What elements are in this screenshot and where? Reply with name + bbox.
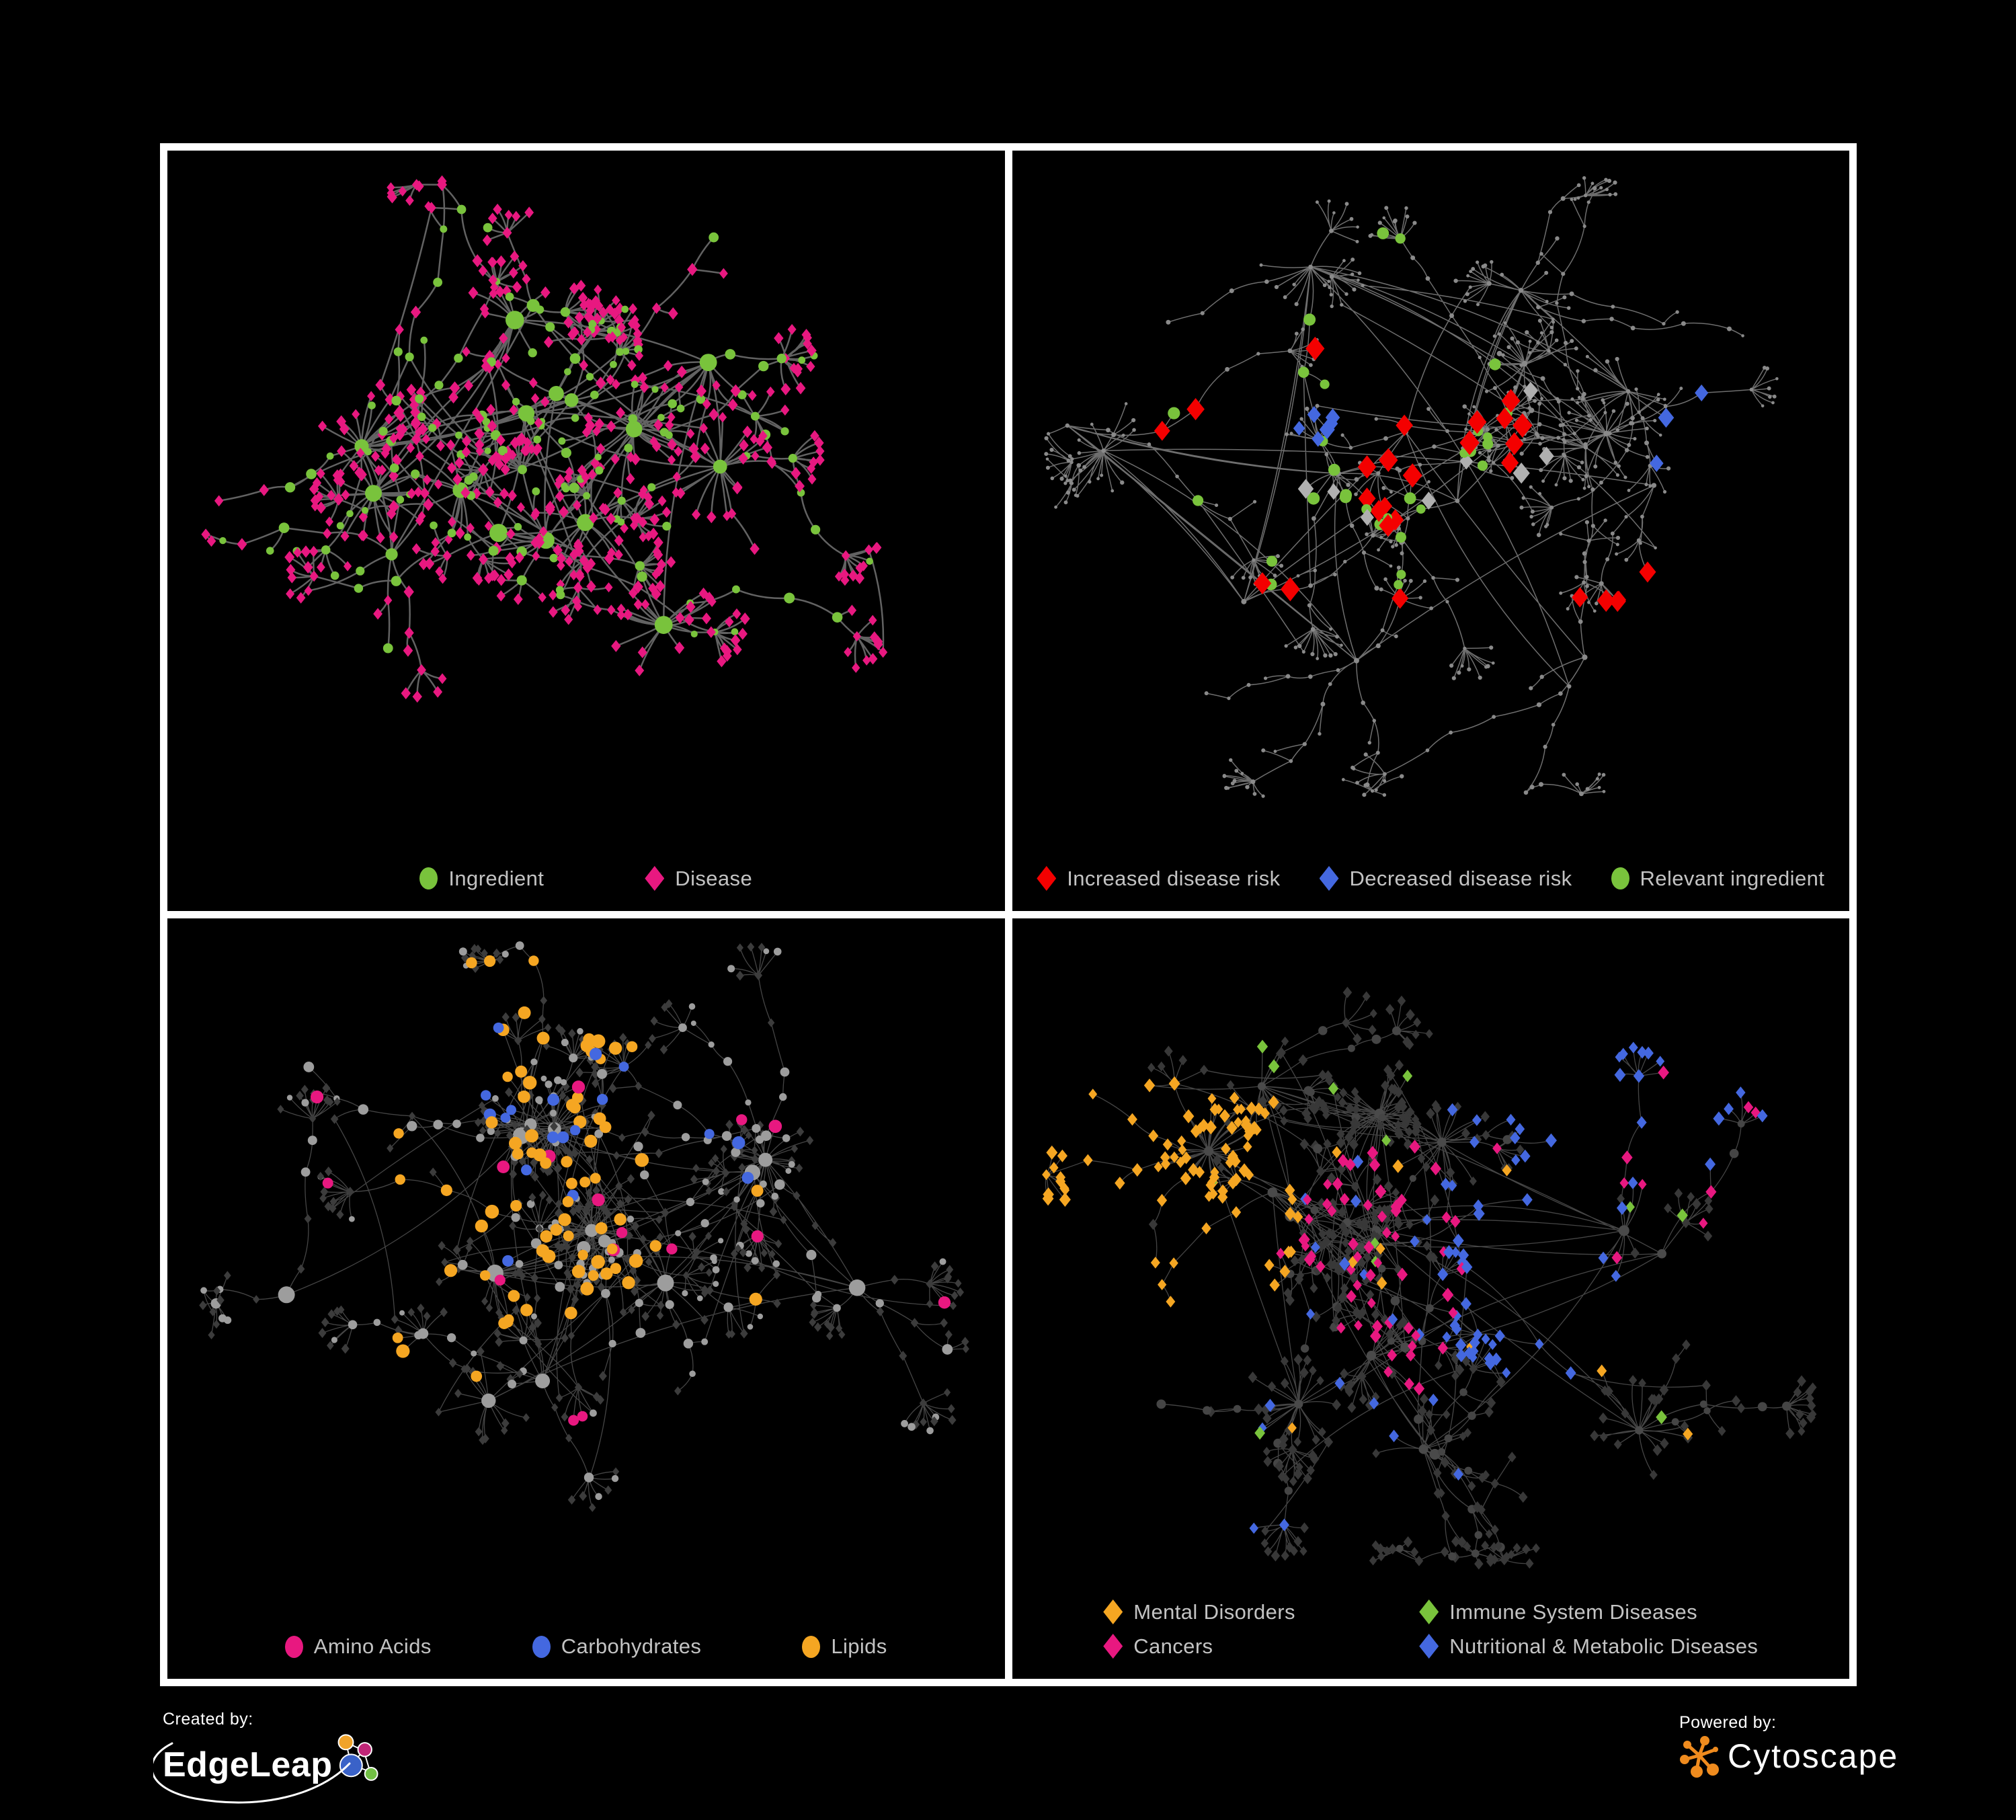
panel-disease-risk: Increased disease risk Decreased disease … <box>1012 151 1849 911</box>
panel-ingredients-diseases: Ingredient Disease <box>167 151 1005 911</box>
created-by-label: Created by: <box>163 1710 253 1729</box>
ingredients-diseases-network-canvas <box>201 175 888 703</box>
cytoscape-brand-text: Cytoscape <box>1728 1737 1899 1775</box>
disease-risk-network-canvas <box>1043 176 1779 798</box>
edgeleap-credit: Created by: EdgeLeap <box>153 1710 385 1804</box>
panels-grid: Ingredient Disease Increased disease risk… <box>160 143 1857 1686</box>
disease-classes-network-canvas <box>1041 986 1817 1570</box>
cytoscape-credit: Powered by: <box>1679 1713 1898 1778</box>
edgeleap-logo-icon <box>337 1734 378 1781</box>
panel-disease-classes: Mental Disorders Immune System Diseases Ca… <box>1012 918 1849 1679</box>
panel-ingredient-classes: Amino Acids Carbohydrates Lipids <box>167 918 1005 1679</box>
cytoscape-logo-icon <box>1680 1736 1719 1778</box>
powered-by-label: Powered by: <box>1679 1713 1777 1732</box>
ingredient-classes-network-canvas <box>199 941 969 1512</box>
edgeleap-brand-text: EdgeLeap <box>163 1745 333 1784</box>
